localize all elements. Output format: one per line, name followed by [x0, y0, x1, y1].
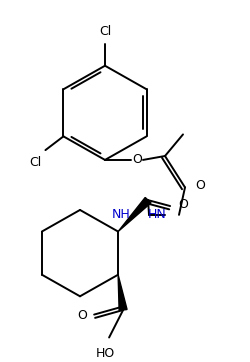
- Text: O: O: [77, 310, 87, 323]
- Text: HN: HN: [148, 209, 166, 221]
- Text: HO: HO: [95, 347, 114, 360]
- Polygon shape: [118, 275, 126, 311]
- Text: NH: NH: [112, 209, 130, 221]
- Polygon shape: [118, 197, 150, 232]
- Text: O: O: [132, 153, 141, 167]
- Text: Cl: Cl: [29, 156, 41, 169]
- Text: Cl: Cl: [98, 25, 111, 38]
- Text: O: O: [178, 198, 187, 211]
- Text: O: O: [194, 179, 204, 192]
